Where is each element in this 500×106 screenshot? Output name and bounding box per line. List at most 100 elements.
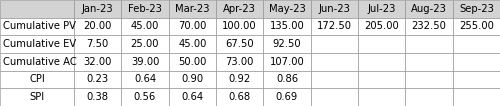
Bar — [74, 18, 122, 35]
Text: Sep-23: Sep-23 — [459, 4, 494, 14]
Bar — [0, 18, 74, 35]
Bar — [452, 35, 500, 53]
Text: Aug-23: Aug-23 — [411, 4, 447, 14]
Bar — [264, 53, 310, 71]
Text: 50.00: 50.00 — [178, 57, 206, 67]
Text: May-23: May-23 — [268, 4, 306, 14]
Text: 67.50: 67.50 — [226, 39, 254, 49]
Bar — [310, 0, 358, 18]
Bar — [122, 0, 168, 18]
Bar — [264, 88, 310, 106]
Text: Jul-23: Jul-23 — [368, 4, 396, 14]
Bar — [216, 0, 264, 18]
Bar — [168, 71, 216, 88]
Bar — [0, 53, 74, 71]
Text: 0.64: 0.64 — [134, 75, 156, 84]
Bar — [216, 35, 264, 53]
Bar — [216, 18, 264, 35]
Bar — [168, 35, 216, 53]
Text: Jun-23: Jun-23 — [318, 4, 350, 14]
Bar — [264, 35, 310, 53]
Bar — [452, 71, 500, 88]
Bar — [74, 71, 122, 88]
Text: 0.56: 0.56 — [134, 92, 156, 102]
Text: 0.69: 0.69 — [276, 92, 298, 102]
Text: Apr-23: Apr-23 — [223, 4, 256, 14]
Text: 32.00: 32.00 — [84, 57, 112, 67]
Text: 45.00: 45.00 — [178, 39, 206, 49]
Text: 0.23: 0.23 — [86, 75, 108, 84]
Bar — [0, 71, 74, 88]
Bar — [122, 71, 168, 88]
Bar — [74, 35, 122, 53]
Text: 0.68: 0.68 — [228, 92, 250, 102]
Bar — [168, 18, 216, 35]
Text: 0.64: 0.64 — [182, 92, 204, 102]
Bar — [0, 0, 74, 18]
Bar — [452, 88, 500, 106]
Bar — [0, 88, 74, 106]
Bar — [216, 88, 264, 106]
Text: 255.00: 255.00 — [459, 22, 494, 31]
Text: 172.50: 172.50 — [317, 22, 352, 31]
Bar — [358, 18, 406, 35]
Text: 92.50: 92.50 — [272, 39, 302, 49]
Text: Jan-23: Jan-23 — [82, 4, 114, 14]
Bar — [310, 88, 358, 106]
Bar — [358, 35, 406, 53]
Text: Feb-23: Feb-23 — [128, 4, 162, 14]
Text: Cumulative AC: Cumulative AC — [3, 57, 76, 67]
Bar — [452, 0, 500, 18]
Text: 0.86: 0.86 — [276, 75, 298, 84]
Bar — [216, 53, 264, 71]
Bar — [358, 71, 406, 88]
Text: 100.00: 100.00 — [222, 22, 257, 31]
Bar — [122, 53, 168, 71]
Bar — [168, 53, 216, 71]
Bar — [168, 0, 216, 18]
Bar — [0, 35, 74, 53]
Bar — [406, 0, 452, 18]
Text: 0.90: 0.90 — [182, 75, 204, 84]
Text: Cumulative EV: Cumulative EV — [3, 39, 76, 49]
Bar — [358, 88, 406, 106]
Text: 39.00: 39.00 — [131, 57, 159, 67]
Bar — [74, 53, 122, 71]
Bar — [216, 71, 264, 88]
Bar — [264, 18, 310, 35]
Bar — [264, 0, 310, 18]
Text: 7.50: 7.50 — [86, 39, 109, 49]
Text: 25.00: 25.00 — [130, 39, 159, 49]
Bar — [452, 53, 500, 71]
Text: 0.38: 0.38 — [86, 92, 108, 102]
Bar — [406, 18, 452, 35]
Text: CPI: CPI — [29, 75, 45, 84]
Bar — [264, 71, 310, 88]
Text: 205.00: 205.00 — [364, 22, 399, 31]
Text: 45.00: 45.00 — [131, 22, 159, 31]
Bar — [74, 0, 122, 18]
Bar — [406, 35, 452, 53]
Bar — [122, 18, 168, 35]
Text: 107.00: 107.00 — [270, 57, 304, 67]
Text: SPI: SPI — [30, 92, 44, 102]
Bar — [310, 71, 358, 88]
Bar — [452, 18, 500, 35]
Bar — [122, 88, 168, 106]
Bar — [310, 18, 358, 35]
Text: 70.00: 70.00 — [178, 22, 206, 31]
Text: Cumulative PV: Cumulative PV — [3, 22, 76, 31]
Bar — [74, 88, 122, 106]
Bar — [122, 35, 168, 53]
Text: 232.50: 232.50 — [412, 22, 446, 31]
Text: 73.00: 73.00 — [226, 57, 254, 67]
Text: Mar-23: Mar-23 — [175, 4, 210, 14]
Bar — [406, 71, 452, 88]
Text: 135.00: 135.00 — [270, 22, 304, 31]
Text: 0.92: 0.92 — [228, 75, 251, 84]
Bar — [358, 53, 406, 71]
Bar — [168, 88, 216, 106]
Bar — [310, 53, 358, 71]
Bar — [406, 88, 452, 106]
Bar — [358, 0, 406, 18]
